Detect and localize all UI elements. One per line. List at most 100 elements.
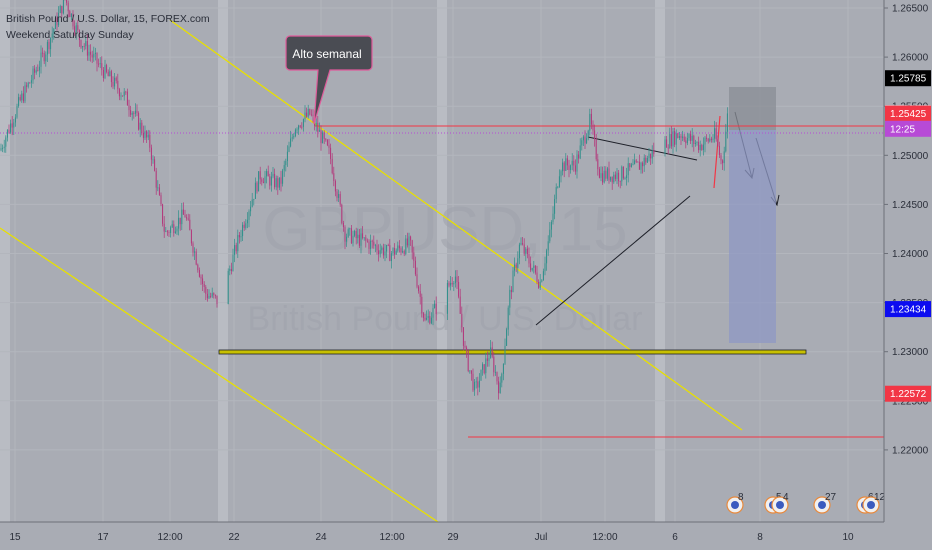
candle-body xyxy=(2,148,4,149)
candle-body xyxy=(485,358,487,374)
candle-body xyxy=(144,131,146,138)
candle-body xyxy=(477,381,479,388)
candle-body xyxy=(450,282,452,286)
candle-body xyxy=(346,236,348,242)
candle-body xyxy=(637,161,639,163)
candle-body xyxy=(590,113,592,125)
candle-body xyxy=(413,252,415,261)
price-axis[interactable]: 1.265001.260001.255001.250001.245001.240… xyxy=(883,0,932,522)
candle-body xyxy=(578,154,580,159)
candle-body xyxy=(632,164,634,166)
candle-body xyxy=(717,139,719,146)
candle-body xyxy=(245,223,247,228)
support-line xyxy=(218,349,807,355)
candle-body xyxy=(686,138,688,144)
candle-body xyxy=(139,122,141,130)
candle-body xyxy=(24,85,26,102)
candle-body xyxy=(701,144,703,150)
price-tick-label: 1.23000 xyxy=(892,347,929,358)
candle-body xyxy=(539,281,541,288)
candle-body xyxy=(387,245,389,246)
candle-body xyxy=(256,182,258,192)
candle-body xyxy=(77,25,79,30)
price-badge-label: 1.25425 xyxy=(890,109,927,120)
candle-body xyxy=(165,231,167,233)
candle-body xyxy=(80,39,82,48)
candle-body xyxy=(253,198,255,200)
candle-body xyxy=(568,165,570,170)
candle-body xyxy=(229,268,231,271)
candle-body xyxy=(322,132,324,144)
candle-body xyxy=(62,0,64,14)
candle-body xyxy=(643,157,645,167)
candle-body xyxy=(424,317,426,320)
candle-body xyxy=(611,176,613,183)
candle-body xyxy=(243,224,245,228)
candle-body xyxy=(514,264,516,271)
candle-body xyxy=(101,63,103,70)
candle-body xyxy=(206,293,208,299)
event-4[interactable]: 27 xyxy=(813,492,837,514)
candle-body xyxy=(30,80,32,83)
candle-body xyxy=(248,211,250,220)
candle-body xyxy=(470,370,472,374)
candle-body xyxy=(458,282,460,297)
candle-body xyxy=(496,372,498,382)
event-1[interactable]: 8 xyxy=(726,492,744,514)
indicator-name: Weekend Saturday Sunday xyxy=(6,29,134,41)
candle-body xyxy=(86,41,88,56)
candle-body xyxy=(85,41,87,47)
candle-body xyxy=(619,181,621,182)
candle-body xyxy=(34,68,36,73)
candle-body xyxy=(210,296,212,297)
candle-body xyxy=(130,110,132,115)
event-6[interactable]: 12 xyxy=(862,492,886,514)
event-icons[interactable]: 85427612 xyxy=(726,492,886,514)
candle-body xyxy=(630,164,632,168)
time-tick-label: 8 xyxy=(757,532,763,543)
candle-body xyxy=(526,248,528,255)
candle-body xyxy=(307,109,309,117)
candle-body xyxy=(664,139,666,154)
candle-body xyxy=(613,174,615,183)
event-3[interactable]: 4 xyxy=(771,492,789,514)
candle-body xyxy=(478,380,480,388)
candle-body xyxy=(621,166,623,182)
candle-body xyxy=(0,148,2,151)
horizontal-levels xyxy=(0,125,884,438)
candle-body xyxy=(586,138,588,144)
candle-body xyxy=(336,191,338,198)
price-tick-label: 1.24000 xyxy=(892,249,929,260)
candle-body xyxy=(194,251,196,253)
candle-body xyxy=(523,244,525,254)
candle-body xyxy=(642,162,644,167)
annotation-callout[interactable]: Alto semanal xyxy=(285,35,373,125)
candle-body xyxy=(198,270,200,277)
candle-body xyxy=(11,123,13,128)
candle-body xyxy=(344,227,346,242)
candle-body xyxy=(384,251,386,256)
candle-body xyxy=(126,91,128,106)
channel-lower-line xyxy=(0,227,439,523)
candle-body xyxy=(618,172,620,182)
time-axis[interactable]: 15 17 12:00 22 24 12:00 29 Jul 12:00 6 8 10 xyxy=(0,521,932,550)
candle-body xyxy=(270,176,272,186)
flag-icon xyxy=(867,501,875,509)
candle-body xyxy=(464,345,466,348)
candle-body xyxy=(350,228,352,244)
candle-body xyxy=(469,370,471,372)
candle-body xyxy=(320,130,322,144)
candle-body xyxy=(667,147,669,149)
candle-body xyxy=(680,136,682,138)
candle-body xyxy=(184,214,186,218)
candle-body xyxy=(13,122,15,128)
candle-body xyxy=(467,350,469,372)
candle-body xyxy=(282,170,284,184)
candle-body xyxy=(518,244,520,259)
candle-body xyxy=(230,268,232,272)
candle-body xyxy=(250,206,252,212)
candle-body xyxy=(645,157,647,163)
time-tick-label: 10 xyxy=(842,532,854,543)
candle-body xyxy=(694,142,696,144)
